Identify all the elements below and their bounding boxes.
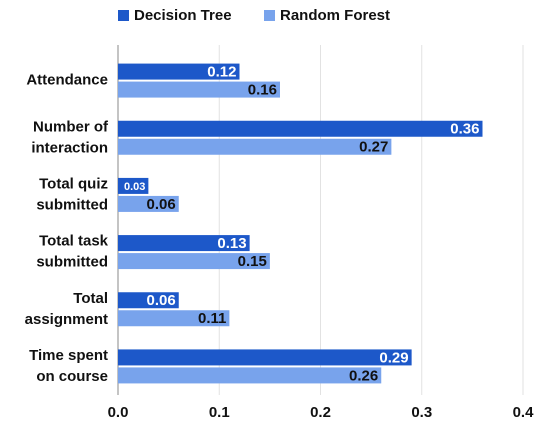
data-label: 0.26 bbox=[349, 367, 378, 384]
y-tick-label: Number of interaction bbox=[31, 118, 109, 156]
bar bbox=[118, 120, 483, 137]
y-tick-label: Attendance bbox=[26, 72, 108, 89]
data-label: 0.06 bbox=[147, 292, 176, 309]
bar bbox=[118, 177, 149, 194]
bar bbox=[118, 63, 240, 80]
y-tick-label: Total assignment bbox=[25, 290, 108, 328]
data-label: 0.36 bbox=[450, 121, 479, 138]
data-label: 0.03 bbox=[124, 181, 145, 193]
data-label: 0.16 bbox=[248, 82, 277, 99]
legend-swatch bbox=[118, 10, 129, 21]
bar bbox=[118, 367, 382, 384]
legend-swatch bbox=[264, 10, 275, 21]
bar bbox=[118, 195, 179, 212]
y-tick-label: Total quiz submitted bbox=[36, 175, 108, 213]
data-label: 0.11 bbox=[198, 310, 226, 327]
x-tick-label: 0.1 bbox=[209, 404, 230, 421]
x-tick-label: 0.4 bbox=[513, 404, 535, 421]
y-tick-label: Time spent on course bbox=[29, 347, 108, 385]
bar bbox=[118, 253, 270, 270]
bar bbox=[118, 81, 280, 98]
data-label: 0.27 bbox=[359, 139, 388, 156]
data-label: 0.12 bbox=[207, 64, 236, 81]
data-label: 0.06 bbox=[147, 196, 176, 213]
data-label: 0.13 bbox=[217, 235, 246, 252]
legend-label: Random Forest bbox=[280, 7, 390, 24]
y-tick-label: Total task submitted bbox=[36, 233, 108, 271]
data-label: 0.29 bbox=[379, 349, 408, 366]
data-label: 0.15 bbox=[238, 253, 267, 270]
bar bbox=[118, 292, 179, 309]
bar bbox=[118, 235, 250, 252]
bar bbox=[118, 349, 412, 366]
legend-label: Decision Tree bbox=[134, 7, 232, 24]
x-tick-label: 0.0 bbox=[108, 404, 129, 421]
x-tick-label: 0.3 bbox=[411, 404, 432, 421]
x-tick-label: 0.2 bbox=[310, 404, 331, 421]
bar bbox=[118, 138, 392, 155]
bar bbox=[118, 310, 230, 327]
